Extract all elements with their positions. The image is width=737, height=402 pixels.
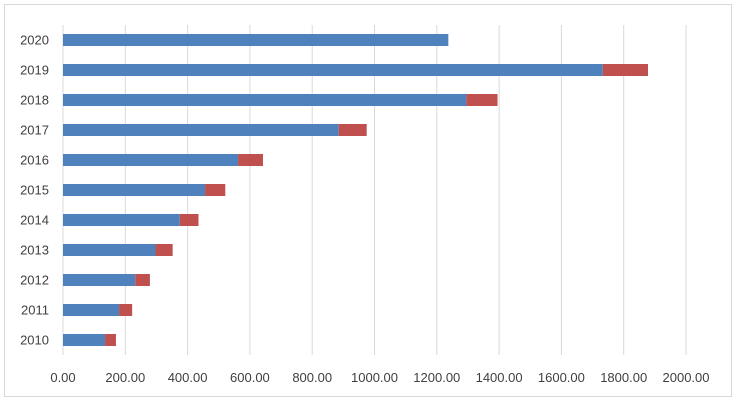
bar-segment-2010-2 [105,334,116,346]
bar-segment-2013-1 [63,244,156,256]
bar-segment-2016-1 [63,154,239,166]
bar-segment-2012-2 [135,274,150,286]
bar-segment-2011-2 [119,304,133,316]
x-tick-label: 1800.00 [600,370,647,385]
bar-segment-2015-1 [63,184,206,196]
bar-segment-2019-1 [63,64,603,76]
bar-segment-2016-2 [238,154,263,166]
y-tick-label: 2011 [21,303,49,318]
bar-segment-2014-1 [63,214,180,226]
bar-segment-2013-2 [155,244,173,256]
x-tick-label: 1600.00 [538,370,585,385]
x-tick-label: 800.00 [292,370,332,385]
x-axis-labels: 0.00 200.00 400.00 600.00 800.00 1000.00 1200.… [50,370,709,385]
x-tick-label: 0.00 [50,370,75,385]
y-tick-label: 2019 [20,63,49,78]
y-tick-label: 2020 [20,33,49,48]
y-tick-label: 2018 [20,93,49,108]
y-tick-label: 2010 [20,333,49,348]
bar-segment-2014-2 [179,214,199,226]
gridlines [62,25,687,355]
x-tick-label: 2000.00 [663,370,710,385]
y-tick-label: 2012 [20,273,49,288]
bar-segment-2019-2 [602,64,648,76]
y-tick-label: 2017 [20,123,49,138]
x-tick-label: 1400.00 [476,370,523,385]
bar-segment-2018-2 [466,94,498,106]
y-tick-label: 2016 [20,153,49,168]
y-tick-label: 2015 [20,183,49,198]
x-tick-label: 600.00 [230,370,270,385]
bar-segment-2017-1 [63,124,339,136]
bar-segment-2010-1 [63,334,106,346]
y-axis-labels: 2010 2011 2012 2013 2014 2015 2016 2017 2018 2019… [20,33,49,348]
y-tick-label: 2013 [20,243,49,258]
bar-segment-2020-1 [63,34,449,46]
bar-segment-2012-1 [63,274,136,286]
bars [63,34,648,346]
x-tick-label: 200.00 [105,370,145,385]
bar-segment-2018-1 [63,94,467,106]
x-tick-label: 1200.00 [413,370,460,385]
y-tick-label: 2014 [20,213,49,228]
bar-segment-2011-1 [63,304,120,316]
bar-segment-2017-2 [338,124,367,136]
bar-segment-2015-2 [205,184,226,196]
x-tick-label: 1000.00 [351,370,398,385]
x-tick-label: 400.00 [168,370,208,385]
